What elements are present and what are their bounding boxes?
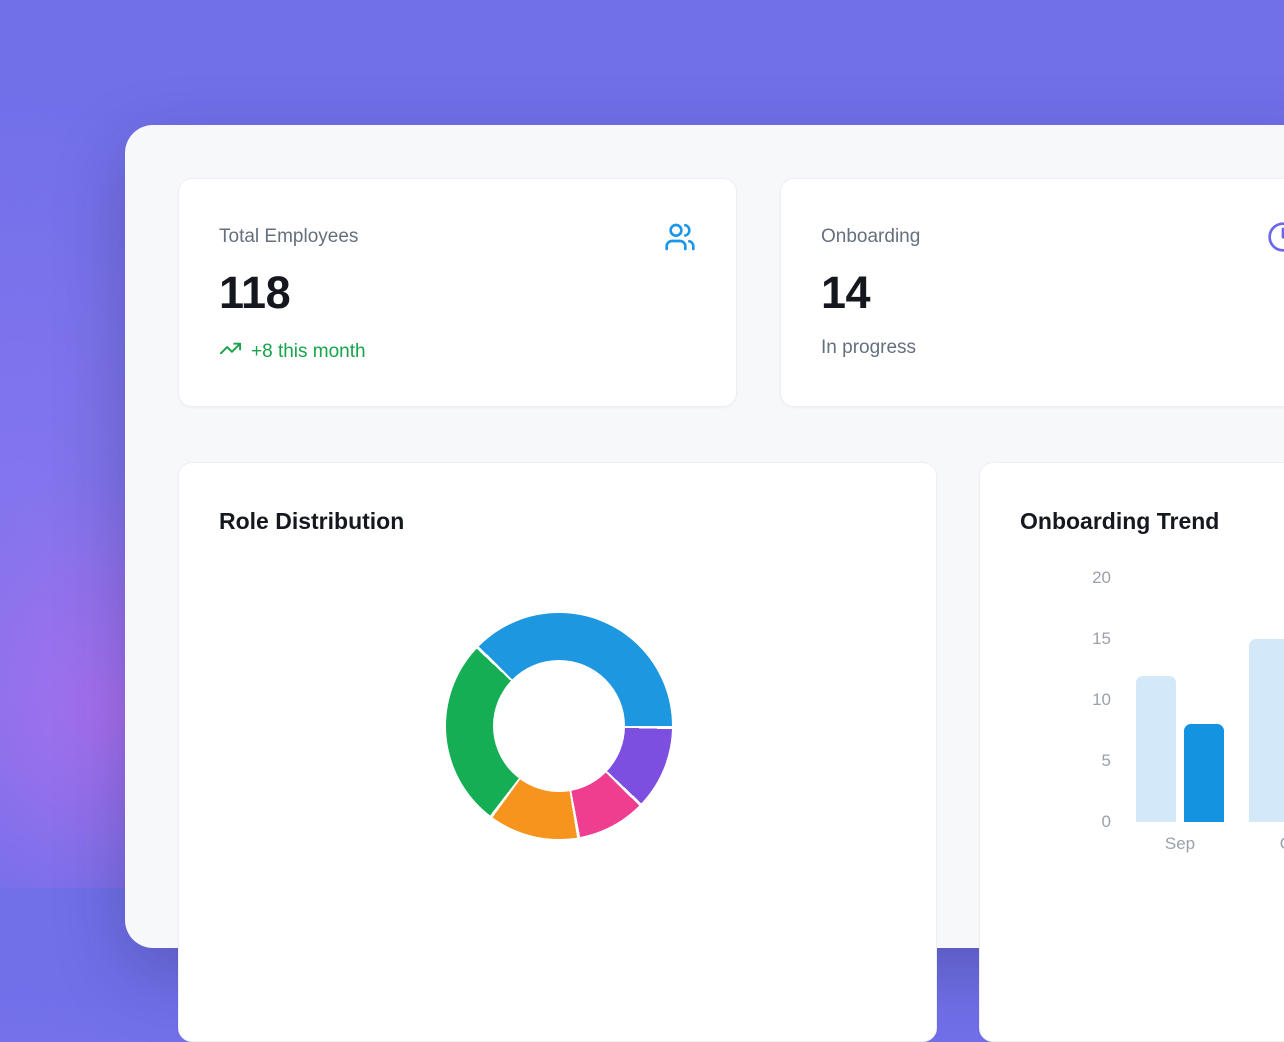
- stat-value: 118: [219, 267, 291, 318]
- chart-card-onboarding-trend: Onboarding Trend 0 5 10 15 20 Sep Oct: [979, 462, 1284, 1042]
- stat-card-onboarding: Onboarding 14 In progress: [780, 178, 1284, 407]
- stat-label: Total Employees: [219, 226, 359, 247]
- bar-oct-series-light: [1249, 639, 1284, 822]
- clock-icon: [1267, 221, 1284, 253]
- stat-card-total-employees: Total Employees 118 +8 this month: [178, 178, 737, 407]
- y-axis-tick-label: 5: [1101, 751, 1111, 770]
- stat-card-header: Total Employees: [219, 221, 696, 253]
- donut-chart-area: [179, 463, 936, 1041]
- onboarding-trend-bar-chart: 0 5 10 15 20 Sep Oct: [980, 463, 1284, 1041]
- stat-delta: +8 this month: [219, 337, 696, 366]
- y-axis-tick-label: 20: [1092, 568, 1111, 587]
- y-axis-tick-label: 10: [1092, 690, 1111, 709]
- chart-card-role-distribution: Role Distribution: [178, 462, 937, 1042]
- dashboard-panel: Total Employees 118 +8 this month: [125, 125, 1284, 1042]
- trending-up-icon: [219, 337, 242, 366]
- bar-sep-series-dark: [1184, 724, 1224, 822]
- donut-hole: [493, 660, 625, 792]
- y-axis-tick-label: 0: [1101, 812, 1111, 831]
- x-axis-category-label: Sep: [1164, 834, 1196, 853]
- chart-title: Role Distribution: [219, 508, 405, 534]
- stat-value: 14: [821, 267, 871, 318]
- bar-sep-series-light: [1136, 675, 1176, 822]
- x-axis-category-label: Oct: [1253, 833, 1284, 855]
- users-icon: [664, 221, 696, 253]
- chart-title: Onboarding Trend: [1020, 508, 1220, 534]
- stat-delta-text: +8 this month: [251, 340, 366, 362]
- stat-subtext: In progress: [821, 337, 917, 358]
- role-distribution-donut-chart: [446, 613, 672, 839]
- y-axis-tick-label: 15: [1092, 629, 1111, 648]
- stat-label: Onboarding: [821, 226, 921, 247]
- stat-card-header: Onboarding: [821, 221, 1284, 253]
